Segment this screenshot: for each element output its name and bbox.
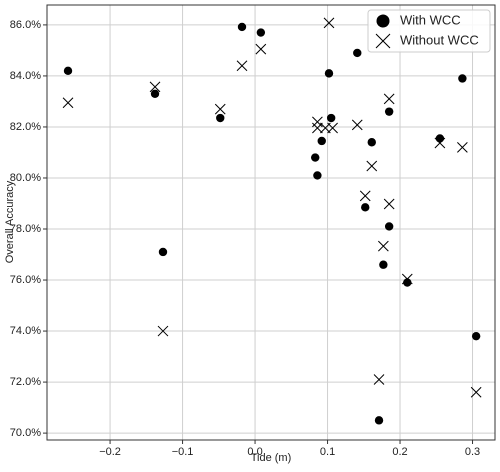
- point: [379, 260, 388, 269]
- y-tick-label: 80.0%: [10, 172, 41, 184]
- point: [324, 69, 334, 78]
- legend-label: Without WCC: [400, 32, 479, 47]
- y-tick-label: 86.0%: [10, 19, 41, 31]
- point: [312, 116, 323, 128]
- point: [157, 325, 169, 337]
- y-tick-label: 72.0%: [10, 376, 41, 388]
- point: [237, 22, 247, 32]
- point: [384, 222, 394, 231]
- point: [401, 273, 413, 285]
- point: [359, 190, 371, 202]
- point: [471, 331, 481, 341]
- point: [373, 374, 385, 385]
- x-tick-label: 0.2: [392, 446, 407, 458]
- point: [383, 93, 395, 105]
- legend-marker: [376, 14, 390, 28]
- point: [63, 66, 73, 76]
- point: [326, 113, 336, 123]
- point: [236, 60, 248, 72]
- point: [353, 48, 362, 58]
- point: [313, 171, 322, 180]
- x-tick-label: −0.2: [99, 446, 121, 458]
- legend-label: With WCC: [400, 12, 461, 27]
- point: [312, 122, 323, 134]
- point: [384, 107, 394, 116]
- point: [158, 247, 168, 257]
- point: [256, 28, 266, 37]
- point: [317, 136, 326, 146]
- point: [361, 203, 370, 212]
- point: [323, 17, 335, 29]
- point: [457, 142, 468, 153]
- point: [311, 153, 320, 162]
- point: [62, 97, 74, 109]
- y-axis-label: Overall Accuracy: [4, 180, 16, 263]
- point: [458, 74, 467, 83]
- legend-marker: [375, 33, 391, 49]
- point: [149, 81, 161, 93]
- y-tick-label: 70.0%: [10, 427, 41, 439]
- y-tick-label: 78.0%: [10, 223, 41, 235]
- point: [367, 138, 376, 147]
- y-tick-label: 76.0%: [10, 274, 41, 286]
- point: [351, 119, 363, 131]
- legend-box: [367, 9, 491, 53]
- point: [366, 160, 378, 172]
- x-tick-label: −0.1: [172, 446, 194, 458]
- point: [383, 198, 395, 210]
- plot-frame: [46, 4, 496, 441]
- x-tick-label: 0.3: [465, 446, 480, 458]
- y-tick-label: 74.0%: [10, 325, 41, 337]
- point: [470, 386, 482, 398]
- point: [327, 122, 338, 134]
- point: [378, 240, 389, 252]
- point: [435, 134, 445, 143]
- point: [255, 43, 267, 55]
- x-tick-label: 0.0: [247, 446, 262, 458]
- x-tick-label: 0.1: [320, 446, 335, 458]
- point: [214, 103, 226, 115]
- point: [434, 137, 446, 149]
- point: [216, 113, 225, 123]
- point: [374, 416, 384, 425]
- point: [150, 89, 160, 98]
- y-tick-label: 82.0%: [10, 121, 41, 133]
- y-tick-label: 84.0%: [10, 70, 41, 82]
- x-axis-label: Tide (m): [251, 452, 292, 464]
